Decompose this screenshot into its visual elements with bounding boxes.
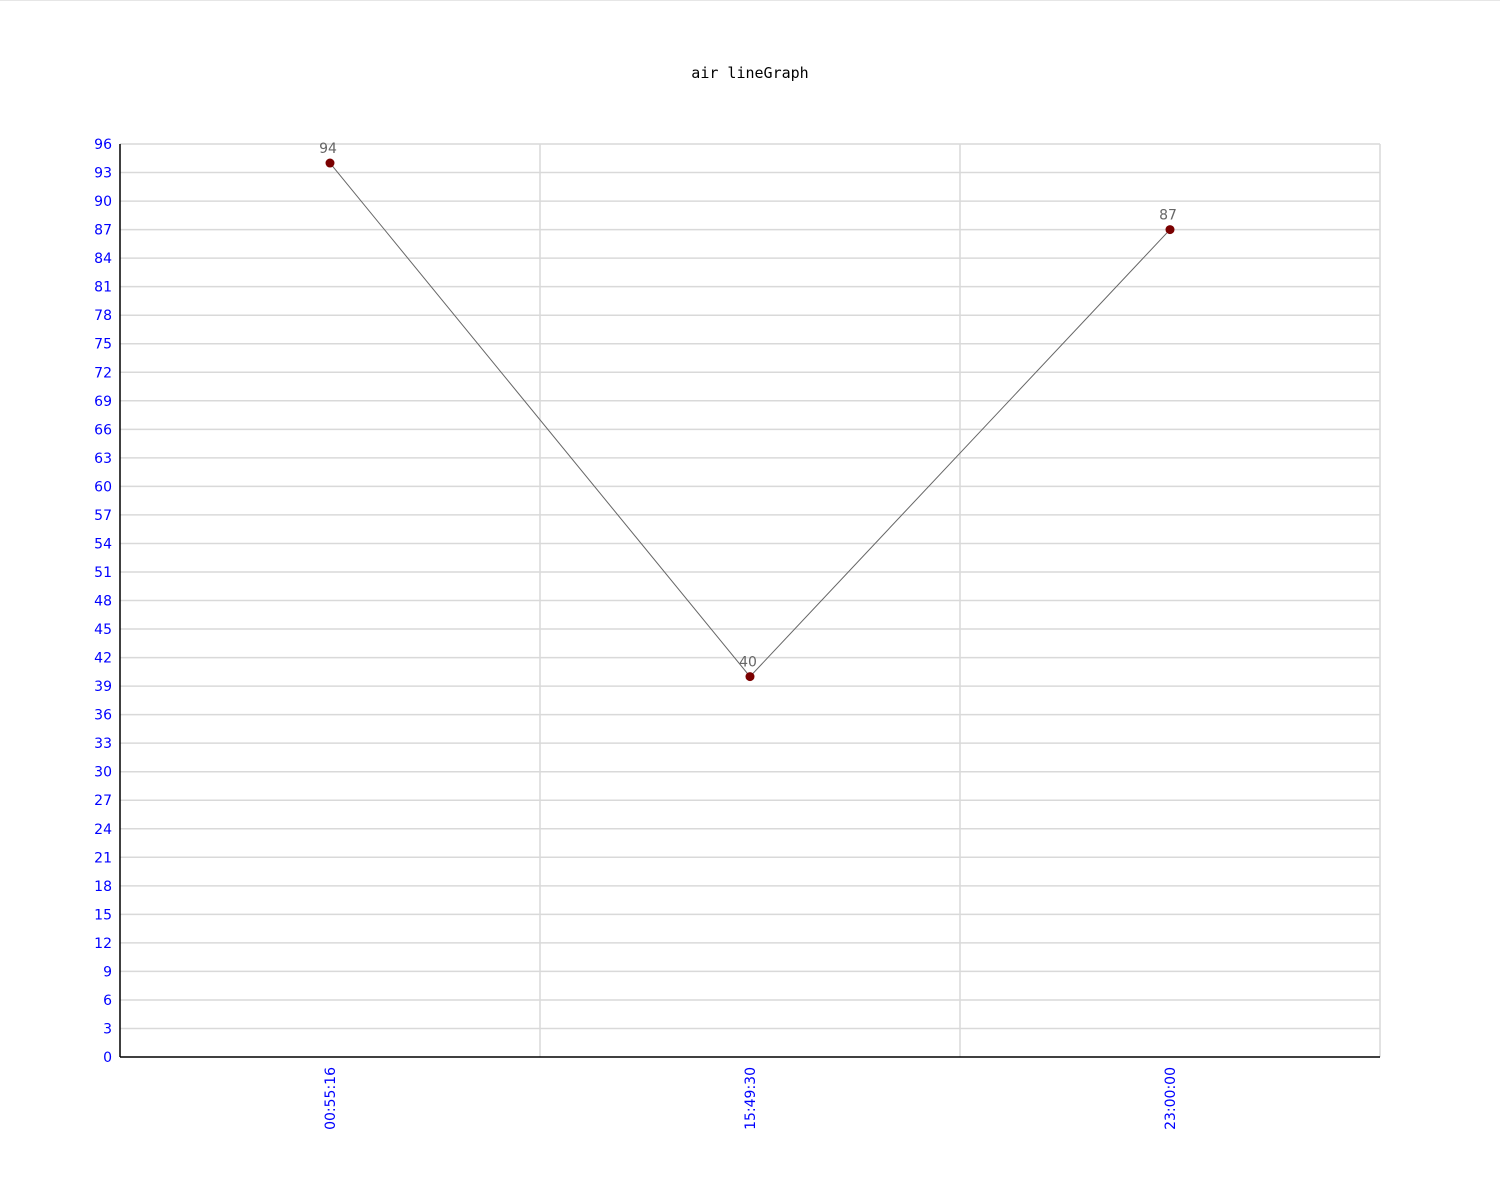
y-tick-label: 0 [103,1050,112,1066]
x-tick-label: 15:49:30 [743,1067,759,1130]
x-tick-label: 23:00:00 [1163,1067,1179,1130]
y-tick-label: 36 [94,708,112,724]
y-tick-label: 12 [94,936,112,952]
y-tick-label: 42 [94,651,112,667]
y-tick-label: 33 [94,736,112,752]
series [325,158,1175,682]
data-point [1165,225,1175,235]
y-tick-label: 9 [103,964,112,980]
axes [119,144,1380,1058]
y-tick-label: 30 [94,765,112,781]
y-tick-label: 48 [94,594,112,610]
y-tick-label: 78 [94,308,112,324]
y-tick-label: 72 [94,365,112,381]
y-tick-label: 66 [94,422,112,438]
y-tick-label: 93 [94,166,112,182]
y-tick-label: 96 [94,137,112,153]
y-tick-label: 27 [94,793,112,809]
chart-title: air lineGraph [691,64,808,82]
y-tick-label: 75 [94,337,112,353]
y-tick-label: 54 [94,536,112,552]
x-tick-label: 00:55:16 [323,1067,339,1130]
y-tick-label: 21 [94,850,112,866]
y-tick-label: 24 [94,822,112,838]
grid-lines [120,143,1381,1057]
y-tick-label: 6 [103,993,112,1009]
y-tick-label: 87 [94,223,112,239]
y-tick-label: 15 [94,907,112,923]
y-axis-tick-labels: 0369121518212427303336394245485154576063… [94,137,112,1066]
y-tick-label: 63 [94,451,112,467]
data-point [745,672,755,682]
series-line [329,162,1171,678]
data-label: 87 [1159,208,1177,224]
y-tick-label: 45 [94,622,112,638]
y-tick-label: 3 [103,1021,112,1037]
y-tick-label: 57 [94,508,112,524]
y-tick-label: 39 [94,679,112,695]
y-tick-label: 51 [94,565,112,581]
y-tick-label: 69 [94,394,112,410]
data-label: 40 [739,655,757,671]
y-tick-label: 60 [94,479,112,495]
x-axis-tick-labels: 00:55:16 15:49:30 23:00:00 [323,1067,1179,1130]
data-label: 94 [319,141,337,157]
data-point [325,158,335,168]
y-tick-label: 90 [94,194,112,210]
y-tick-label: 18 [94,879,112,895]
y-tick-label: 84 [94,251,112,267]
data-labels: 94 40 87 [319,141,1177,671]
y-tick-label: 81 [94,280,112,296]
